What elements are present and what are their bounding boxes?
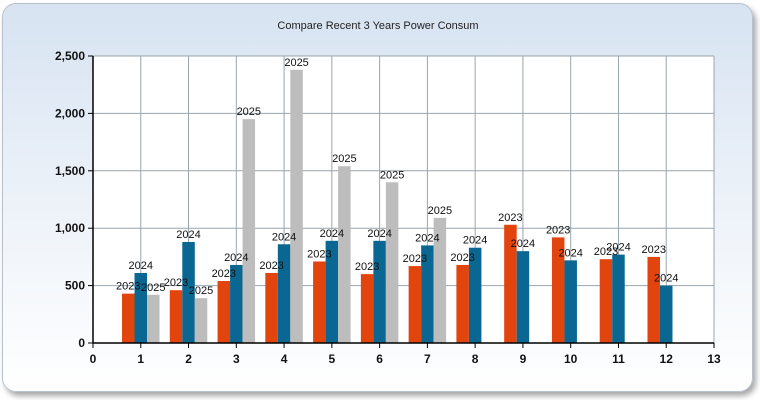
plot-area: 0 1 2 3 4 5 6 7 8 9 10 11 12 1305001,0001,5002,0002,5… <box>55 49 721 366</box>
bar-2024-11 <box>612 254 625 343</box>
x-tick-label: 3 <box>233 352 240 366</box>
y-tick-label: 2,000 <box>55 106 85 120</box>
y-tick-label: 500 <box>65 279 85 293</box>
data-label-2023-11: 2023 <box>594 246 618 258</box>
bar-2025-7 <box>433 217 447 343</box>
bar-2025-4 <box>290 69 303 343</box>
bar-2024-12 <box>659 285 673 343</box>
data-label-2024-10: 2024 <box>558 247 582 259</box>
data-label-2025-5: 2025 <box>332 153 356 165</box>
bar-2023-1 <box>122 293 135 343</box>
data-label-2024-11: 2024 <box>606 242 630 254</box>
chart-title: Compare Recent 3 Years Power Consum <box>277 20 478 32</box>
bar-2023-10 <box>551 237 565 343</box>
bar-2024-6 <box>373 240 386 343</box>
bar-2023-6 <box>360 274 374 343</box>
data-label-2023-5: 2023 <box>307 248 331 260</box>
bar-2024-3 <box>230 264 243 343</box>
x-tick-label: 12 <box>660 352 674 366</box>
data-label-2023-9: 2023 <box>498 212 522 224</box>
data-label-2023-2: 2023 <box>164 277 188 289</box>
y-tick-label: 0 <box>78 336 85 350</box>
x-tick-label: 6 <box>376 352 383 366</box>
bar-2025-5 <box>338 166 351 343</box>
data-label-2023-1: 2023 <box>116 281 140 293</box>
bar-2023-4 <box>265 272 278 343</box>
data-label-2024-9: 2024 <box>511 238 535 250</box>
data-label-2024-7: 2024 <box>415 232 439 244</box>
bar-2023-9 <box>504 224 517 343</box>
data-label-2024-8: 2024 <box>463 235 487 247</box>
data-label-2025-3: 2025 <box>237 106 261 118</box>
bar-2024-4 <box>277 244 291 343</box>
data-label-2023-10: 2023 <box>546 224 570 236</box>
data-label-2023-8: 2023 <box>450 252 474 264</box>
bar-2023-3 <box>217 281 231 343</box>
bar-2023-2 <box>169 290 183 343</box>
x-tick-label: 4 <box>281 352 288 366</box>
data-label-2024-5: 2024 <box>320 228 344 240</box>
y-tick-label: 2,500 <box>55 49 85 63</box>
data-label-2023-3: 2023 <box>212 268 236 280</box>
bar-2025-3 <box>242 119 256 343</box>
bar-2024-7 <box>421 245 434 343</box>
data-label-2023-6: 2023 <box>355 261 379 273</box>
bar-2025-1 <box>147 294 160 343</box>
x-tick-label: 10 <box>564 352 578 366</box>
bar-2024-2 <box>182 241 195 343</box>
data-label-2024-6: 2024 <box>367 228 391 240</box>
bar-2024-1 <box>134 272 148 343</box>
bar-2024-10 <box>564 260 577 343</box>
x-tick-label: 11 <box>612 352 625 366</box>
data-label-2024-3: 2024 <box>224 252 248 264</box>
data-label-2025-6: 2025 <box>380 169 404 181</box>
bar-2025-2 <box>194 298 208 343</box>
data-label-2024-1: 2024 <box>129 260 153 272</box>
data-label-2023-7: 2023 <box>403 253 427 265</box>
bar-2024-8 <box>468 247 482 343</box>
data-label-2025-7: 2025 <box>428 205 452 217</box>
bar-2023-7 <box>408 266 422 343</box>
data-label-2024-4: 2024 <box>272 231 296 243</box>
x-tick-label: 2 <box>185 352 192 366</box>
bar-2023-8 <box>456 264 469 343</box>
y-tick-label: 1,000 <box>55 221 85 235</box>
data-label-2023-4: 2023 <box>259 260 283 272</box>
data-label-2023-12: 2023 <box>641 244 665 256</box>
x-tick-label: 7 <box>424 352 431 366</box>
data-label-2024-2: 2024 <box>176 229 200 241</box>
data-label-2025-4: 2025 <box>284 57 308 69</box>
bar-2024-5 <box>325 240 339 343</box>
bar-2023-5 <box>313 261 326 343</box>
bar-2023-11 <box>599 259 613 343</box>
bar-2024-9 <box>516 251 530 343</box>
x-tick-label: 5 <box>329 352 336 366</box>
x-tick-label: 8 <box>472 352 479 366</box>
bar-2025-6 <box>385 182 399 343</box>
data-label-2024-12: 2024 <box>654 273 678 285</box>
data-label-2025-1: 2025 <box>141 282 165 294</box>
x-tick-label: 0 <box>90 352 97 366</box>
x-tick-label: 9 <box>520 352 527 366</box>
data-label-2025-2: 2025 <box>189 285 213 297</box>
y-tick-label: 1,500 <box>55 164 85 178</box>
x-tick-label: 1 <box>137 352 144 366</box>
x-tick-label: 13 <box>707 352 721 366</box>
bar-2023-12 <box>647 256 660 343</box>
